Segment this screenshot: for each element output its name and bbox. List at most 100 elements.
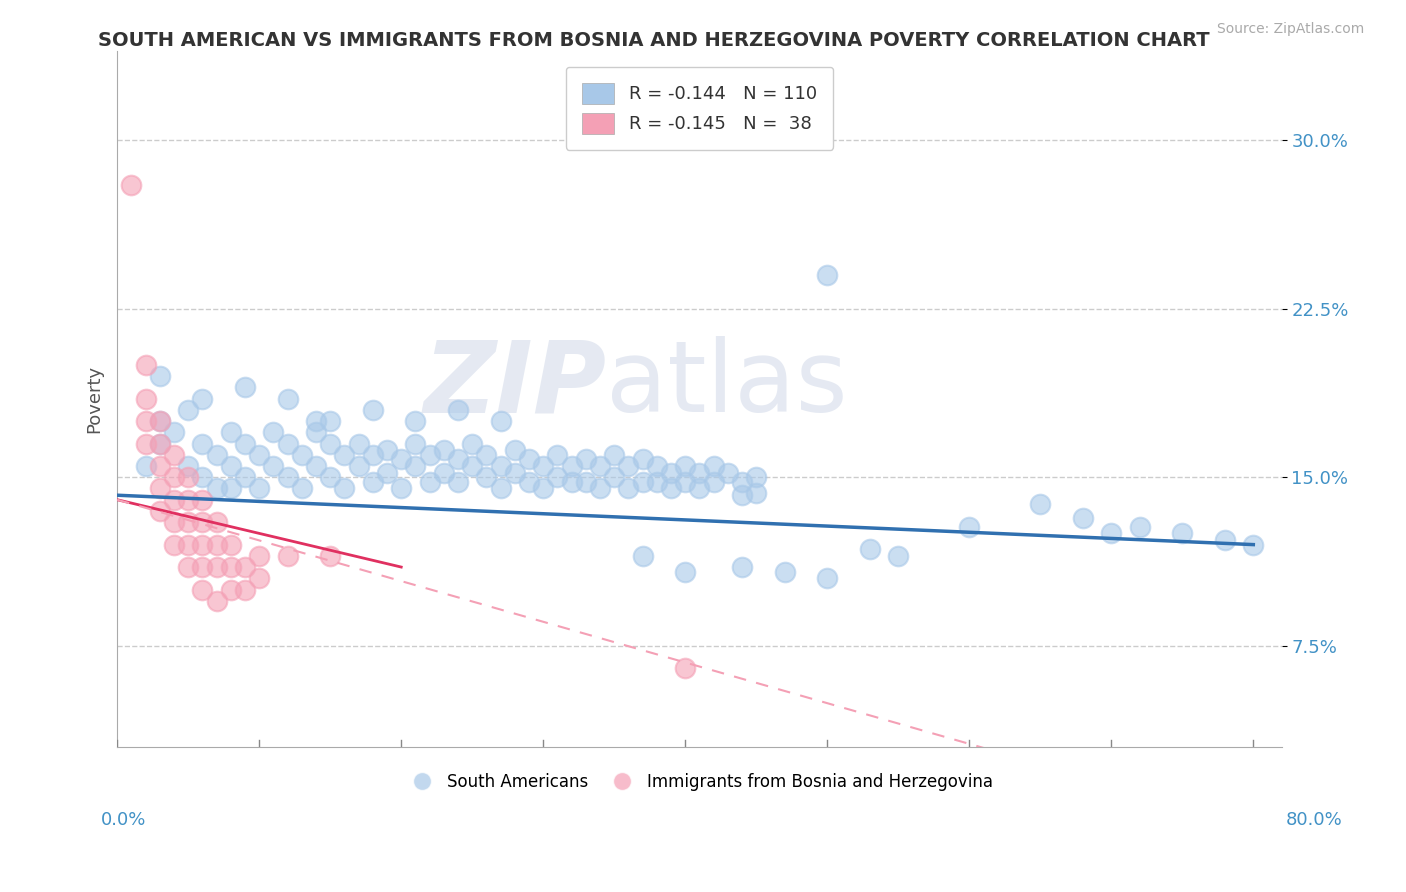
Point	[319, 436, 342, 450]
Point	[645, 475, 668, 489]
Point	[531, 482, 554, 496]
Point	[631, 452, 654, 467]
Point	[447, 403, 470, 417]
Point	[177, 492, 200, 507]
Point	[688, 466, 710, 480]
Point	[475, 470, 498, 484]
Point	[233, 436, 256, 450]
Point	[163, 538, 186, 552]
Point	[361, 475, 384, 489]
Point	[673, 458, 696, 473]
Point	[191, 538, 214, 552]
Point	[191, 436, 214, 450]
Point	[503, 443, 526, 458]
Point	[561, 475, 583, 489]
Point	[177, 515, 200, 529]
Point	[703, 475, 725, 489]
Text: Source: ZipAtlas.com: Source: ZipAtlas.com	[1216, 22, 1364, 37]
Point	[447, 452, 470, 467]
Point	[205, 538, 228, 552]
Point	[1171, 526, 1194, 541]
Point	[419, 475, 441, 489]
Point	[773, 565, 796, 579]
Point	[546, 470, 568, 484]
Point	[319, 549, 342, 563]
Point	[517, 452, 540, 467]
Point	[149, 504, 172, 518]
Point	[247, 571, 270, 585]
Point	[957, 519, 980, 533]
Point	[177, 458, 200, 473]
Point	[149, 414, 172, 428]
Point	[645, 458, 668, 473]
Point	[1213, 533, 1236, 548]
Point	[745, 470, 768, 484]
Point	[262, 425, 284, 440]
Point	[575, 452, 598, 467]
Point	[191, 470, 214, 484]
Point	[347, 436, 370, 450]
Point	[291, 482, 314, 496]
Point	[177, 560, 200, 574]
Point	[219, 538, 242, 552]
Point	[404, 458, 426, 473]
Point	[277, 470, 299, 484]
Point	[546, 448, 568, 462]
Point	[561, 458, 583, 473]
Point	[419, 448, 441, 462]
Point	[617, 482, 640, 496]
Point	[205, 448, 228, 462]
Point	[163, 492, 186, 507]
Point	[219, 582, 242, 597]
Point	[815, 268, 838, 283]
Point	[277, 392, 299, 406]
Point	[461, 458, 484, 473]
Point	[233, 380, 256, 394]
Point	[177, 403, 200, 417]
Point	[361, 403, 384, 417]
Point	[815, 571, 838, 585]
Point	[745, 486, 768, 500]
Point	[291, 448, 314, 462]
Point	[205, 515, 228, 529]
Point	[673, 565, 696, 579]
Point	[149, 482, 172, 496]
Point	[135, 436, 157, 450]
Point	[659, 482, 682, 496]
Point	[433, 466, 456, 480]
Point	[177, 538, 200, 552]
Text: 80.0%: 80.0%	[1286, 811, 1343, 829]
Point	[461, 436, 484, 450]
Point	[1099, 526, 1122, 541]
Point	[219, 560, 242, 574]
Legend: South Americans, Immigrants from Bosnia and Herzegovina: South Americans, Immigrants from Bosnia …	[399, 766, 1000, 797]
Point	[205, 593, 228, 607]
Point	[233, 582, 256, 597]
Point	[673, 661, 696, 675]
Point	[277, 436, 299, 450]
Point	[149, 369, 172, 384]
Point	[247, 549, 270, 563]
Point	[149, 458, 172, 473]
Point	[305, 414, 328, 428]
Point	[120, 178, 142, 193]
Point	[149, 436, 172, 450]
Point	[149, 436, 172, 450]
Point	[433, 443, 456, 458]
Point	[575, 475, 598, 489]
Point	[475, 448, 498, 462]
Point	[489, 482, 512, 496]
Point	[703, 458, 725, 473]
Point	[503, 466, 526, 480]
Point	[447, 475, 470, 489]
Point	[247, 448, 270, 462]
Point	[631, 549, 654, 563]
Point	[247, 482, 270, 496]
Point	[219, 458, 242, 473]
Point	[389, 482, 412, 496]
Y-axis label: Poverty: Poverty	[86, 365, 103, 433]
Point	[191, 560, 214, 574]
Point	[219, 482, 242, 496]
Point	[191, 515, 214, 529]
Point	[361, 448, 384, 462]
